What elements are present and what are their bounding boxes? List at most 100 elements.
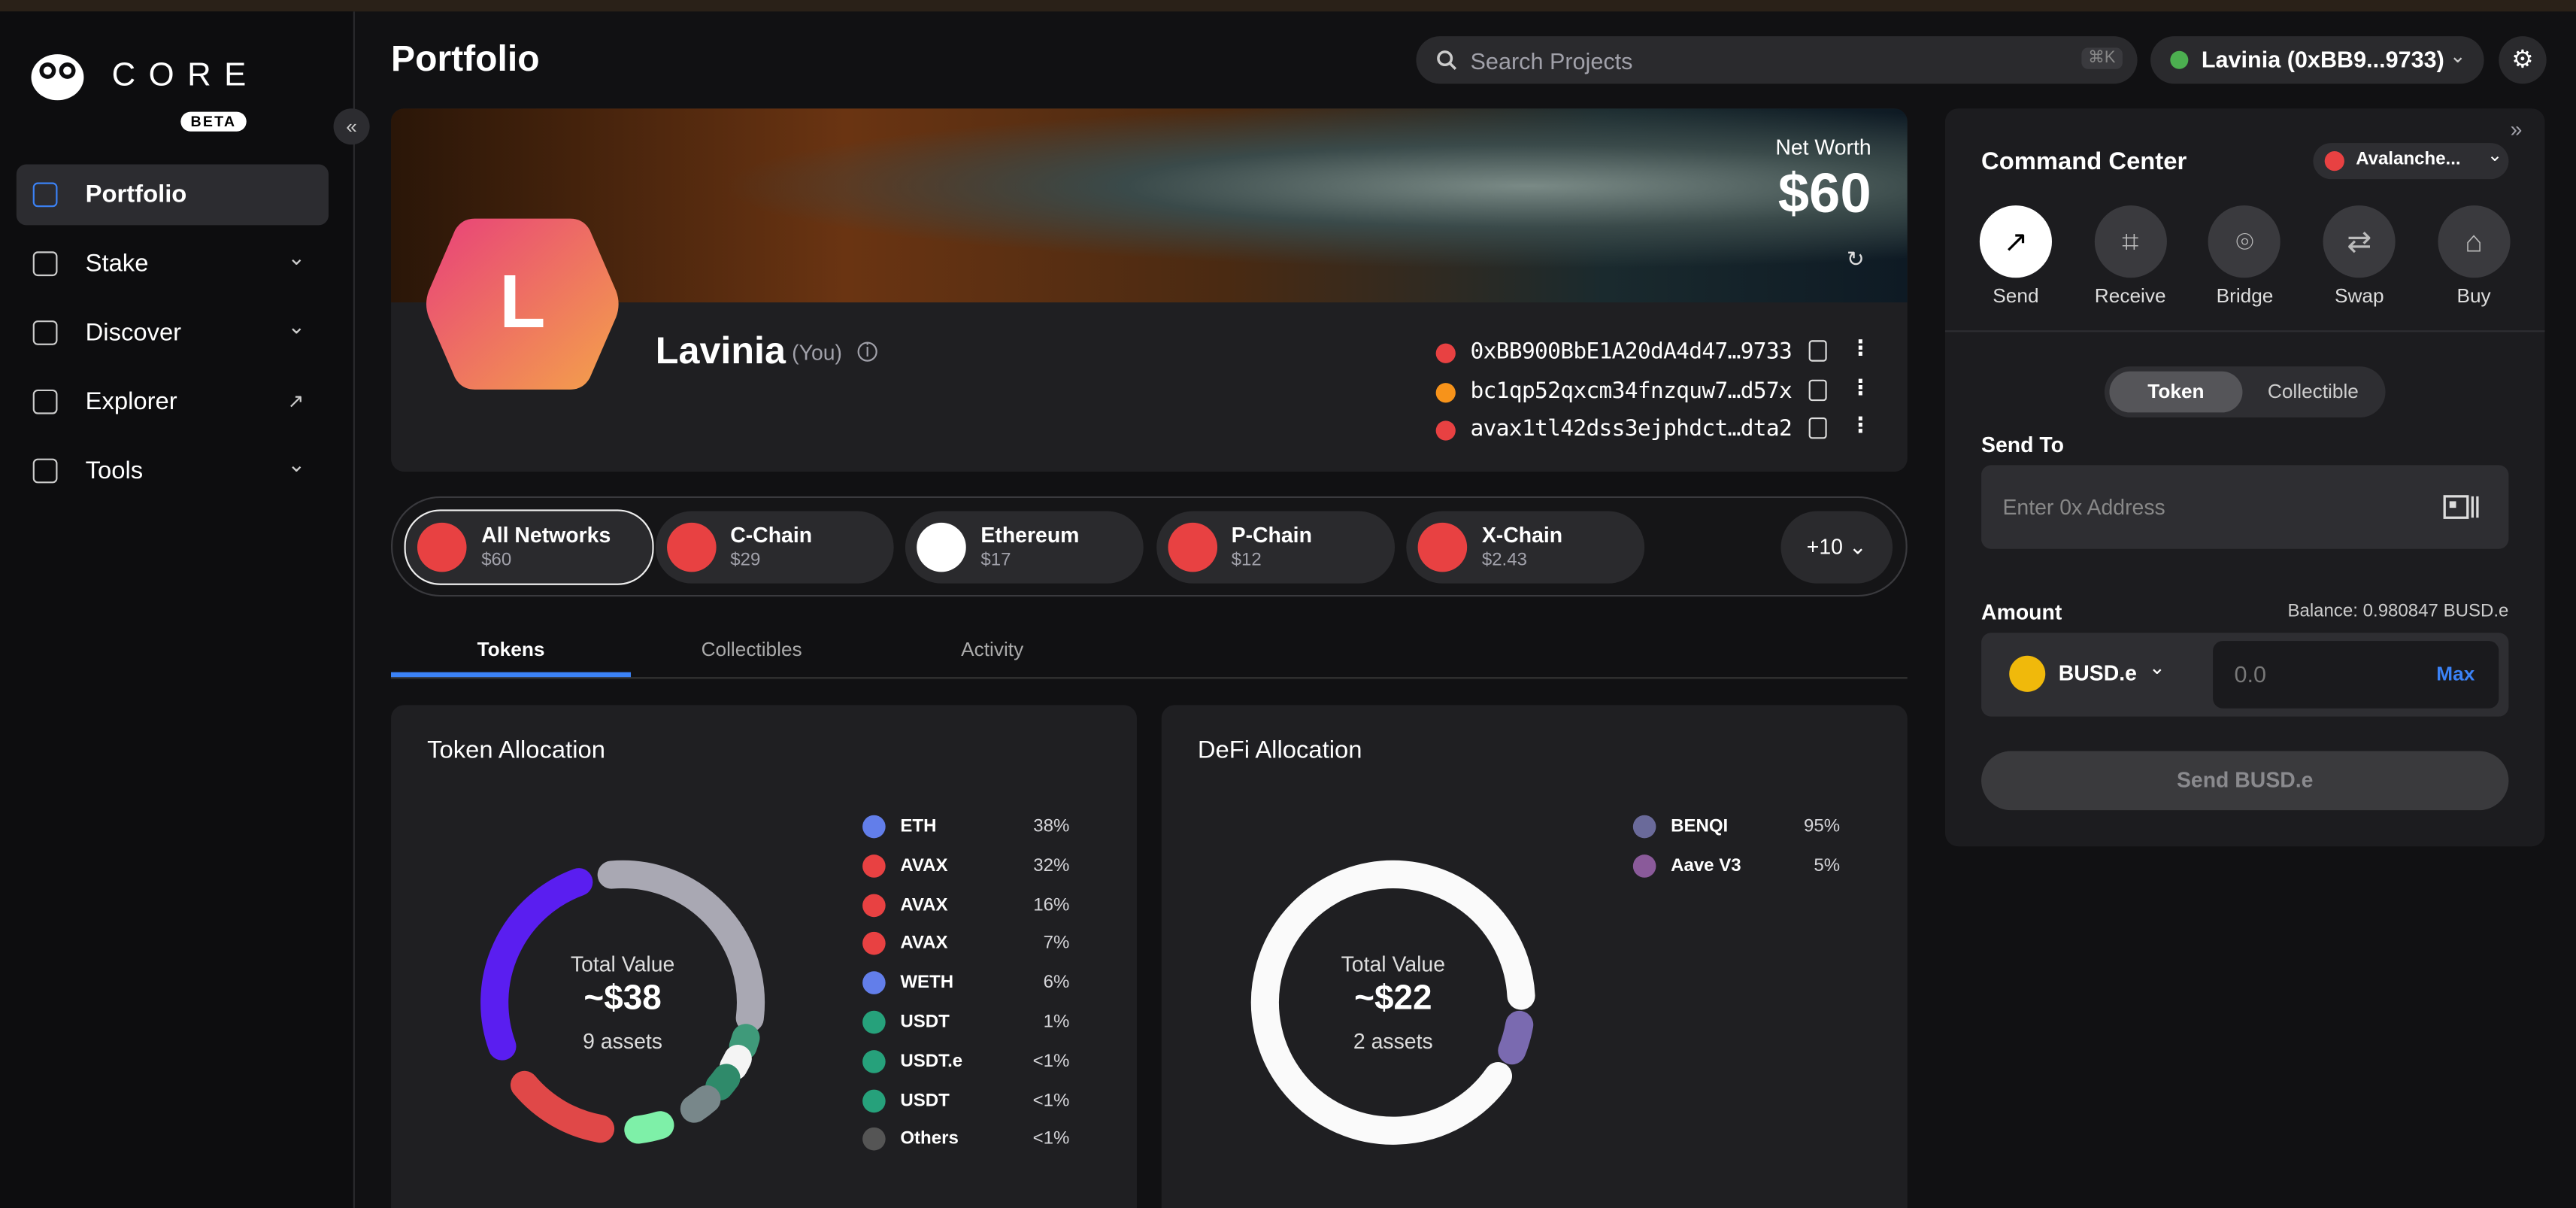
nav-item[interactable]: Discover ⌄ <box>17 302 329 363</box>
donut-segment <box>597 860 765 1033</box>
refresh-button[interactable]: ↻ <box>1846 246 1865 272</box>
tab[interactable]: Collectibles <box>701 637 802 661</box>
account-button[interactable]: Lavinia (0xBB9...9733) ⌄ <box>2150 36 2484 84</box>
amount-input[interactable]: 0.0 Max <box>2213 641 2499 709</box>
card-title: Token Allocation <box>427 736 605 765</box>
asset-name: Aave V3 <box>1671 855 1741 876</box>
asset-share: 5% <box>1814 855 1841 876</box>
asset-icon <box>862 854 886 878</box>
network-name: P-Chain <box>1231 522 1312 548</box>
tab[interactable]: Activity <box>961 637 1024 661</box>
donut-segment <box>510 1070 615 1143</box>
donut-chart <box>480 860 765 1144</box>
asset-name: Others <box>900 1129 959 1150</box>
donut-segment <box>480 868 593 1061</box>
defi-allocation-card: DeFi Allocation Total Value ~$22 2 asset… <box>1161 705 1908 1208</box>
action-button[interactable]: ⇄ <box>2323 205 2396 278</box>
network-pill[interactable]: C-Chain $29 <box>654 511 893 584</box>
asset-icon <box>862 1128 886 1152</box>
asset-name: WETH <box>900 973 954 994</box>
nav-label: Portfolio <box>85 181 187 209</box>
chain-icon <box>1435 420 1456 441</box>
panel-title: Command Center <box>1981 147 2187 176</box>
contacts-icon[interactable] <box>2443 495 2479 520</box>
asset-share: 32% <box>1033 855 1070 876</box>
network-select[interactable]: Avalanche... ⌄ <box>2313 143 2509 180</box>
chevron: ⌄ <box>2148 655 2165 679</box>
copy-button[interactable] <box>1808 340 1827 362</box>
search-placeholder: Search Projects <box>1470 47 1633 74</box>
toggle-option[interactable]: Token <box>2109 371 2243 413</box>
avatar <box>426 218 619 390</box>
network-pill[interactable]: P-Chain $12 <box>1156 511 1394 584</box>
asset-share: 38% <box>1033 816 1070 837</box>
action-button[interactable]: ↗ <box>1979 205 2053 278</box>
network-icon <box>417 522 467 572</box>
chevron: ⌄ <box>287 451 306 477</box>
menu-button[interactable]: ⋮ <box>1850 374 1871 399</box>
banner <box>391 108 1908 303</box>
donut-segment <box>1250 860 1535 1145</box>
menu-button[interactable]: ⋮ <box>1850 412 1871 438</box>
nav-item[interactable]: Tools ⌄ <box>17 441 329 502</box>
total-value: ~$22 <box>1354 979 1432 1018</box>
asset-share: 95% <box>1804 816 1841 837</box>
info-icon[interactable]: i <box>857 341 877 362</box>
card-title: DeFi Allocation <box>1197 736 1362 765</box>
address-input[interactable]: Enter 0x Address <box>1981 465 2509 549</box>
action-label: Buy <box>2456 284 2491 308</box>
token-select[interactable]: BUSD.e <box>2058 660 2137 686</box>
asset-icon <box>862 1049 886 1073</box>
address-placeholder: Enter 0x Address <box>2002 494 2165 520</box>
tab[interactable]: Tokens <box>477 637 545 661</box>
shortcut: ⌘K <box>2081 47 2123 69</box>
profile-name: Lavinia <box>655 328 786 372</box>
expand-button[interactable]: » <box>2510 117 2523 141</box>
action-label: Send <box>1993 284 2039 308</box>
address: avax1tl42dss3ejphdct…dta2 <box>1470 415 1793 442</box>
amount-box: BUSD.e ⌄ 0.0 Max <box>1981 633 2509 717</box>
collapse-button[interactable]: « <box>333 108 370 145</box>
network-pill[interactable]: Ethereum $17 <box>905 511 1144 584</box>
more-networks[interactable]: +10 ⌄ <box>1780 511 1893 584</box>
network-pill[interactable]: All Networks $60 <box>404 509 654 585</box>
copy-button[interactable] <box>1808 417 1827 439</box>
total-label: Total Value <box>1341 952 1446 976</box>
action-button[interactable]: ⌾ <box>2208 205 2281 278</box>
asset-share: 6% <box>1043 973 1070 994</box>
action-button[interactable]: ⌂ <box>2438 205 2511 278</box>
chain-icon <box>1435 343 1456 363</box>
max-button[interactable]: Max <box>2436 662 2475 686</box>
profile-card: Net Worth $60 ↻ L Lavinia (You) i 0xBB90… <box>391 108 1908 472</box>
settings-button[interactable]: ⚙ <box>2499 36 2547 84</box>
copy-button[interactable] <box>1808 378 1827 401</box>
network-pill[interactable]: X-Chain $2.43 <box>1406 511 1645 584</box>
external-icon: ↗ <box>287 389 305 413</box>
nav-item[interactable]: Portfolio <box>16 164 329 226</box>
search-bar[interactable]: Search Projects ⌘K <box>1416 36 2138 84</box>
toggle-option[interactable]: Collectible <box>2267 379 2359 403</box>
net-worth: $60 <box>1777 162 1871 226</box>
nav-item[interactable]: Explorer ↗ <box>17 372 329 433</box>
send-button[interactable]: Send BUSD.e <box>1981 751 2509 811</box>
action-button[interactable]: ⌗ <box>2094 205 2167 278</box>
nav-label: Stake <box>85 250 149 278</box>
nav-item[interactable]: Stake ⌄ <box>17 233 329 294</box>
asset-share: 16% <box>1033 894 1070 915</box>
asset-icon <box>862 932 886 956</box>
asset-name: ETH <box>900 816 937 837</box>
token-allocation-card: Token Allocation Total Value ~$38 9 asse… <box>391 705 1137 1208</box>
menu-button[interactable]: ⋮ <box>1850 335 1871 360</box>
asset-name: AVAX <box>900 855 948 876</box>
asset-icon <box>862 1088 886 1112</box>
asset-icon <box>862 1010 886 1034</box>
amount-label: Amount <box>1981 599 2062 625</box>
asset-name: USDT <box>900 1012 950 1033</box>
chevron: ⌄ <box>287 244 306 270</box>
tab-indicator <box>391 672 632 678</box>
beta-badge: BETA <box>180 111 247 132</box>
network-value: $60 <box>481 550 512 571</box>
net-worth-label: Net Worth <box>1775 135 1871 159</box>
action-label: Receive <box>2094 284 2166 308</box>
